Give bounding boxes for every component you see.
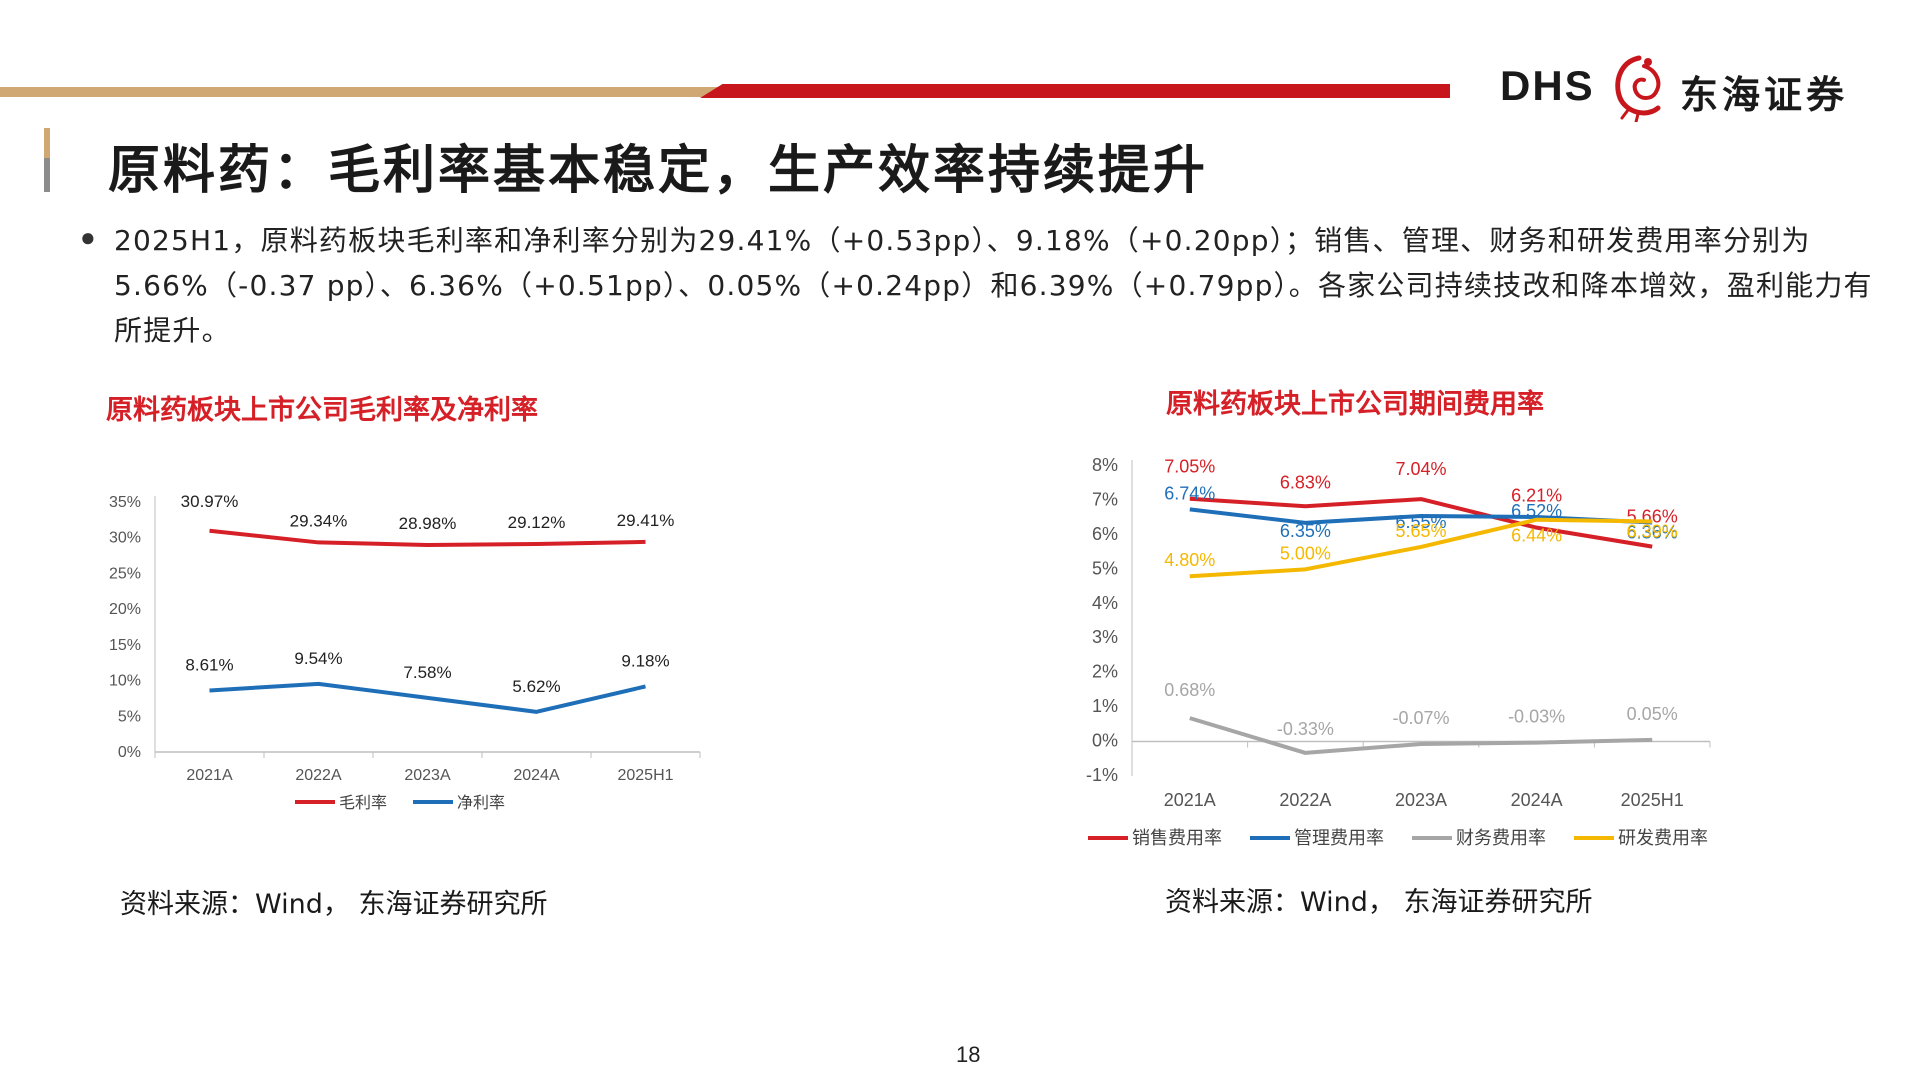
bullet-dot: ● bbox=[80, 222, 96, 252]
data-label: 6.83% bbox=[1280, 472, 1331, 492]
x-category-label: 2024A bbox=[1511, 790, 1563, 810]
x-category-label: 2023A bbox=[1395, 790, 1447, 810]
brand-cn: 东海证券 bbox=[1680, 73, 1849, 117]
right-chart-heading: 原料药板块上市公司期间费用率 bbox=[1166, 389, 1544, 420]
y-tick-label: 35% bbox=[109, 494, 141, 511]
data-label: 9.54% bbox=[294, 649, 342, 668]
title-accent-gold bbox=[44, 128, 50, 158]
left-chart-source: 资料来源：Wind， 东海证券研究所 bbox=[120, 889, 548, 920]
series-line-3 bbox=[1189, 517, 1653, 579]
summary-paragraph: 2025H1，原料药板块毛利率和净利率分别为29.41%（+0.53pp）、9.… bbox=[114, 224, 1873, 347]
data-label: -0.03% bbox=[1508, 707, 1565, 727]
brand-latin: DHS bbox=[1500, 62, 1595, 109]
series-line-0 bbox=[209, 528, 646, 547]
right-chart-source: 资料来源：Wind， 东海证券研究所 bbox=[1165, 887, 1593, 918]
legend-label: 财务费用率 bbox=[1456, 828, 1546, 848]
x-category-label: 2021A bbox=[186, 767, 233, 784]
y-tick-label: 5% bbox=[1092, 558, 1118, 578]
page-number: 18 bbox=[956, 1042, 981, 1067]
y-tick-label: 25% bbox=[109, 565, 141, 582]
data-label: 6.74% bbox=[1164, 483, 1215, 503]
brand-logo: DHS 东海证券 bbox=[1500, 52, 1880, 122]
x-category-label: 2025H1 bbox=[617, 767, 673, 784]
data-label: 28.98% bbox=[399, 514, 457, 533]
title-accent-bar bbox=[44, 130, 50, 192]
y-tick-label: 1% bbox=[1092, 696, 1118, 716]
x-category-label: 2024A bbox=[513, 767, 560, 784]
data-label: 7.04% bbox=[1395, 459, 1446, 479]
header-gold-bar bbox=[0, 87, 730, 97]
x-category-label: 2022A bbox=[295, 767, 342, 784]
y-tick-label: 5% bbox=[118, 708, 141, 725]
data-label: 6.35% bbox=[1280, 521, 1331, 541]
y-tick-label: 6% bbox=[1092, 524, 1118, 544]
legend-label: 研发费用率 bbox=[1618, 828, 1708, 848]
y-tick-label: 2% bbox=[1092, 662, 1118, 682]
data-label: 30.97% bbox=[181, 492, 239, 511]
x-category-label: 2022A bbox=[1279, 790, 1331, 810]
legend-label: 净利率 bbox=[457, 794, 505, 812]
data-label: 7.05% bbox=[1164, 457, 1215, 477]
y-tick-label: 3% bbox=[1092, 627, 1118, 647]
data-label: 6.52% bbox=[1511, 501, 1562, 521]
y-tick-label: 8% bbox=[1092, 455, 1118, 475]
y-tick-label: 0% bbox=[1092, 731, 1118, 751]
left-chart-heading: 原料药板块上市公司毛利率及净利率 bbox=[106, 395, 538, 426]
data-label: 6.44% bbox=[1511, 526, 1562, 546]
x-category-label: 2023A bbox=[404, 767, 451, 784]
y-tick-label: 20% bbox=[109, 601, 141, 618]
data-label: -0.33% bbox=[1277, 719, 1334, 739]
data-label: 4.80% bbox=[1164, 550, 1215, 570]
y-tick-label: 7% bbox=[1092, 489, 1118, 509]
data-label: 29.41% bbox=[617, 511, 675, 530]
series-line-0 bbox=[1189, 496, 1653, 549]
page-title: 原料药：毛利率基本稳定，生产效率持续提升 bbox=[108, 140, 1209, 201]
data-label: 8.61% bbox=[185, 656, 233, 675]
margin-line-chart: 0% 5% 10% 15% 20% 25% 30% 35% 2021A 2022A 2023A 202… bbox=[109, 492, 701, 812]
data-label: 9.18% bbox=[621, 651, 669, 670]
x-category-label: 2021A bbox=[1164, 790, 1216, 810]
data-label: 29.12% bbox=[508, 513, 566, 532]
data-label: 6.21% bbox=[1511, 486, 1562, 506]
data-label: 5.65% bbox=[1395, 521, 1446, 541]
expense-line-chart: -1% 0% 1% 2% 3% 4% 5% 6% 7% 8% 2021A 2022A 2023A 2024… bbox=[1086, 455, 1711, 848]
data-label: 5.62% bbox=[512, 677, 560, 696]
series-line-2 bbox=[1189, 716, 1653, 755]
data-label: 6.55% bbox=[1395, 512, 1446, 532]
legend-label: 销售费用率 bbox=[1132, 828, 1222, 848]
y-tick-label: 10% bbox=[109, 673, 141, 690]
data-label: 6.39% bbox=[1627, 521, 1678, 541]
y-tick-label: 30% bbox=[109, 530, 141, 547]
dragon-emblem-icon bbox=[1615, 55, 1661, 122]
legend-label: 管理费用率 bbox=[1294, 828, 1384, 848]
data-label: 7.58% bbox=[403, 663, 451, 682]
header-red-bar bbox=[700, 84, 1450, 98]
series-line-1 bbox=[209, 681, 646, 714]
legend-label: 毛利率 bbox=[339, 794, 387, 812]
data-label: 0.68% bbox=[1164, 680, 1215, 700]
data-label: 29.34% bbox=[290, 511, 348, 530]
y-tick-label: 0% bbox=[118, 744, 141, 761]
x-category-label: 2025H1 bbox=[1621, 790, 1684, 810]
data-label: 6.36% bbox=[1627, 522, 1678, 542]
data-label: 5.00% bbox=[1280, 543, 1331, 563]
y-tick-label: 4% bbox=[1092, 593, 1118, 613]
y-tick-label: 15% bbox=[109, 637, 141, 654]
data-label: 0.05% bbox=[1627, 704, 1678, 724]
data-label: -0.07% bbox=[1392, 708, 1449, 728]
y-tick-label: -1% bbox=[1086, 765, 1118, 785]
